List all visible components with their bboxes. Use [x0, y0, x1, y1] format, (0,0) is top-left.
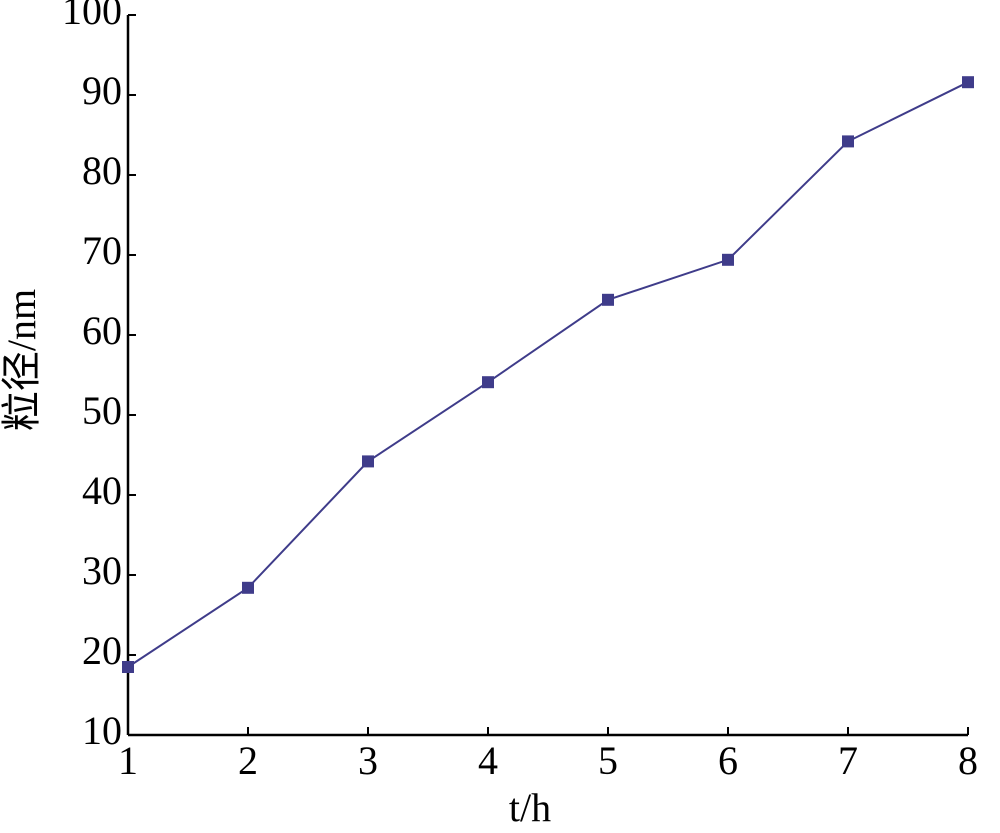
y-tick-label: 40 — [82, 468, 122, 513]
marker — [122, 661, 134, 673]
y-axis-label: 粒径/nm — [0, 289, 44, 431]
x-tick-label: 4 — [478, 738, 498, 783]
x-tick-label: 1 — [118, 738, 138, 783]
series-line — [127, 81, 969, 668]
marker — [482, 376, 494, 389]
marker — [962, 76, 974, 89]
y-tick-label: 20 — [82, 628, 122, 673]
y-tick-label: 30 — [82, 548, 122, 593]
marker — [242, 581, 254, 594]
x-tick-label: 8 — [958, 738, 978, 783]
marker — [842, 135, 854, 148]
marker — [602, 293, 614, 306]
x-axis-label: t/h — [509, 785, 551, 830]
y-tick-label: 80 — [82, 148, 122, 193]
x-tick-label: 6 — [718, 738, 738, 783]
y-tick-label: 100 — [62, 0, 122, 33]
x-tick-label: 3 — [358, 738, 378, 783]
x-tick-label: 2 — [238, 738, 258, 783]
marker — [722, 253, 734, 266]
y-tick-label: 70 — [82, 228, 122, 273]
marker — [362, 455, 374, 468]
y-tick-label: 90 — [82, 68, 122, 113]
x-tick-label: 5 — [598, 738, 618, 783]
y-tick-label: 60 — [82, 308, 122, 353]
y-tick-label: 50 — [82, 388, 122, 433]
y-tick-label: 10 — [82, 708, 122, 753]
x-tick-label: 7 — [838, 738, 858, 783]
